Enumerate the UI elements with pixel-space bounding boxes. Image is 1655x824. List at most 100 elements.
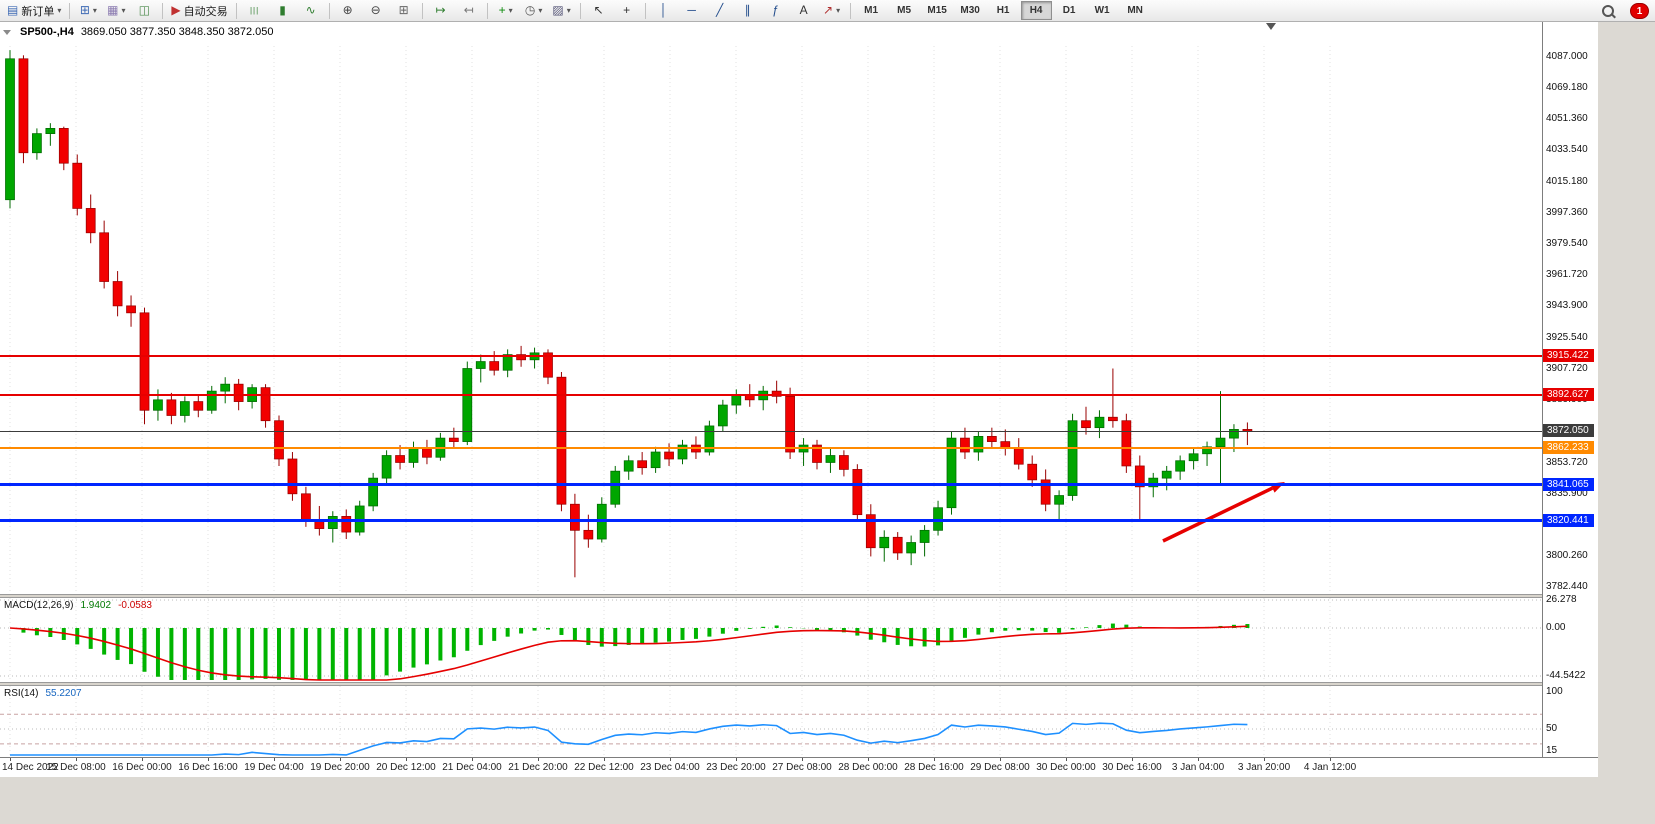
templates-button[interactable]: ▨ ▾ [548, 0, 576, 21]
candle [247, 384, 257, 409]
search-button[interactable] [1594, 1, 1622, 22]
panel-separator-rsi[interactable] [0, 682, 1598, 686]
crosshair-button[interactable]: + [613, 0, 641, 21]
macd-label: MACD(12,26,9) [4, 600, 74, 611]
zoom-out-button[interactable]: ⊖ [362, 0, 390, 21]
pivot-line[interactable] [0, 447, 1542, 450]
candlestick-chart-button[interactable]: ▮ [269, 0, 297, 21]
candle [1094, 410, 1105, 439]
toolbar-separator [328, 2, 330, 19]
candle [1161, 465, 1172, 491]
one-click-trading-toggle-icon[interactable] [3, 29, 11, 35]
candle [556, 371, 567, 512]
right-gutter [1598, 22, 1655, 824]
arrows-button[interactable]: ↗ ▾ [818, 0, 846, 21]
timeframe-button-w1[interactable]: W1 [1094, 5, 1110, 16]
fibonacci-button[interactable]: ƒ [762, 0, 790, 21]
toolbar-separator [849, 2, 851, 19]
main-toolbar: ▤ 新订单 ▾ ⊞ ▾ ▦ ▾ ◫ ▶ 自动交易 ||| ▮ ∿ ⊕ ⊖ ⊞ ↦ ↤ + ▾ ◷ ▾ ▨ ▾ ↖ + │ ─ ╱ ∥ ƒ A ↗… [0, 0, 1655, 22]
time-tick [868, 758, 869, 761]
line-chart-icon: ∿ [305, 3, 316, 17]
zoom-in-button[interactable]: ⊕ [334, 0, 362, 21]
toolbar-separator [644, 2, 646, 19]
resistance-line[interactable] [0, 354, 1542, 357]
timeframe-button-m5[interactable]: M5 [897, 5, 912, 16]
timeframe-button-h1[interactable]: H1 [996, 5, 1010, 16]
candle [973, 431, 984, 461]
data-window-button[interactable]: ◫ [130, 0, 158, 21]
support-line[interactable] [0, 519, 1542, 523]
candle [879, 530, 890, 562]
macd-panel[interactable]: MACD(12,26,9) 1.9402 -0.0583 [0, 598, 1542, 682]
panel-separator-macd[interactable] [0, 594, 1598, 598]
toolbar-separator [162, 2, 164, 19]
timeframe-button-m15[interactable]: M15 [927, 5, 947, 16]
candle [85, 194, 96, 244]
candle [166, 392, 177, 425]
time-tick [1198, 758, 1199, 761]
price-axis[interactable]: 4087.000 4069.180 4051.360 4033.540 4015.180… [1542, 22, 1598, 757]
dropdown-caret-icon: ▾ [836, 6, 841, 15]
time-tick [76, 758, 77, 761]
vertical-line-button[interactable]: │ [650, 0, 678, 21]
candle [58, 126, 69, 171]
toolbar-right: 1 [1594, 0, 1649, 22]
timeframe-button-d1[interactable]: D1 [1062, 5, 1076, 16]
candle [798, 438, 809, 466]
horizontal-line-button[interactable]: ─ [678, 0, 706, 21]
autotrading-button[interactable]: ▶ 自动交易 [167, 0, 231, 21]
price-axis-label: 3997.360 [1546, 207, 1588, 219]
resistance-line[interactable] [0, 394, 1542, 397]
indicators-button[interactable]: + ▾ [492, 0, 520, 21]
candle [812, 439, 822, 470]
channel-button[interactable]: ∥ [734, 0, 762, 21]
dropdown-caret-icon: ▾ [538, 6, 543, 15]
time-axis-label: 22 Dec 12:00 [574, 762, 634, 773]
price-badge-support: 3820.441 [1543, 513, 1594, 527]
trendline-button[interactable]: ╱ [706, 0, 734, 21]
auto-scroll-button[interactable]: ↦ [427, 0, 455, 21]
candle [892, 532, 903, 560]
timeframe-button-m1[interactable]: M1 [864, 5, 879, 16]
candle [1188, 448, 1199, 470]
new-order-button[interactable]: ▤ 新订单 ▾ [3, 0, 65, 21]
candle [960, 427, 970, 459]
periods-button[interactable]: ◷ ▾ [520, 0, 548, 21]
chart-shift-button[interactable]: ↤ [455, 0, 483, 21]
line-chart-button[interactable]: ∿ [297, 0, 325, 21]
profiles-button[interactable]: ▦ ▾ [102, 0, 130, 21]
rsi-header: RSI(14) 55.2207 [4, 688, 82, 699]
bar-chart-button[interactable]: ||| [241, 0, 269, 21]
time-axis-label: 20 Dec 12:00 [376, 762, 436, 773]
indicators-icon: + [498, 3, 506, 17]
candle [839, 450, 849, 477]
candle [1202, 441, 1212, 466]
candle [1040, 469, 1051, 512]
rsi-panel[interactable]: RSI(14) 55.2207 [0, 686, 1542, 757]
chart-header: SP500-,H4 3869.050 3877.350 3848.350 387… [3, 26, 274, 38]
time-tick [406, 758, 407, 761]
candle [1000, 429, 1011, 456]
candle [72, 154, 83, 216]
text-button[interactable]: A [790, 0, 818, 21]
cursor-icon: ↖ [593, 3, 604, 17]
cursor-button[interactable]: ↖ [585, 0, 613, 21]
chart-shift-marker-icon[interactable] [1266, 23, 1276, 30]
macd-main-value: 1.9402 [80, 600, 112, 611]
candlestick-chart [5, 46, 1331, 592]
candle [677, 439, 688, 465]
rsi-axis-label: 100 [1546, 686, 1563, 697]
notification-badge[interactable]: 1 [1630, 3, 1649, 19]
time-tick [142, 758, 143, 761]
timeframe-button-m30[interactable]: M30 [960, 5, 980, 16]
new-chart-button[interactable]: ⊞ ▾ [74, 0, 102, 21]
main-chart-panel[interactable]: SP500-,H4 3869.050 3877.350 3848.350 387… [0, 22, 1542, 594]
tile-windows-button[interactable]: ⊞ [390, 0, 418, 21]
timeframe-button-mn[interactable]: MN [1127, 5, 1143, 16]
arrow-annotation[interactable] [1162, 482, 1285, 543]
time-tick [1330, 758, 1331, 761]
time-axis[interactable]: 14 Dec 2022 15 Dec 08:00 16 Dec 00:00 16 De… [0, 757, 1598, 777]
price-axis-label: 3835.900 [1546, 487, 1588, 499]
support-line[interactable] [0, 483, 1542, 487]
timeframe-button-h4[interactable]: H4 [1020, 1, 1052, 20]
